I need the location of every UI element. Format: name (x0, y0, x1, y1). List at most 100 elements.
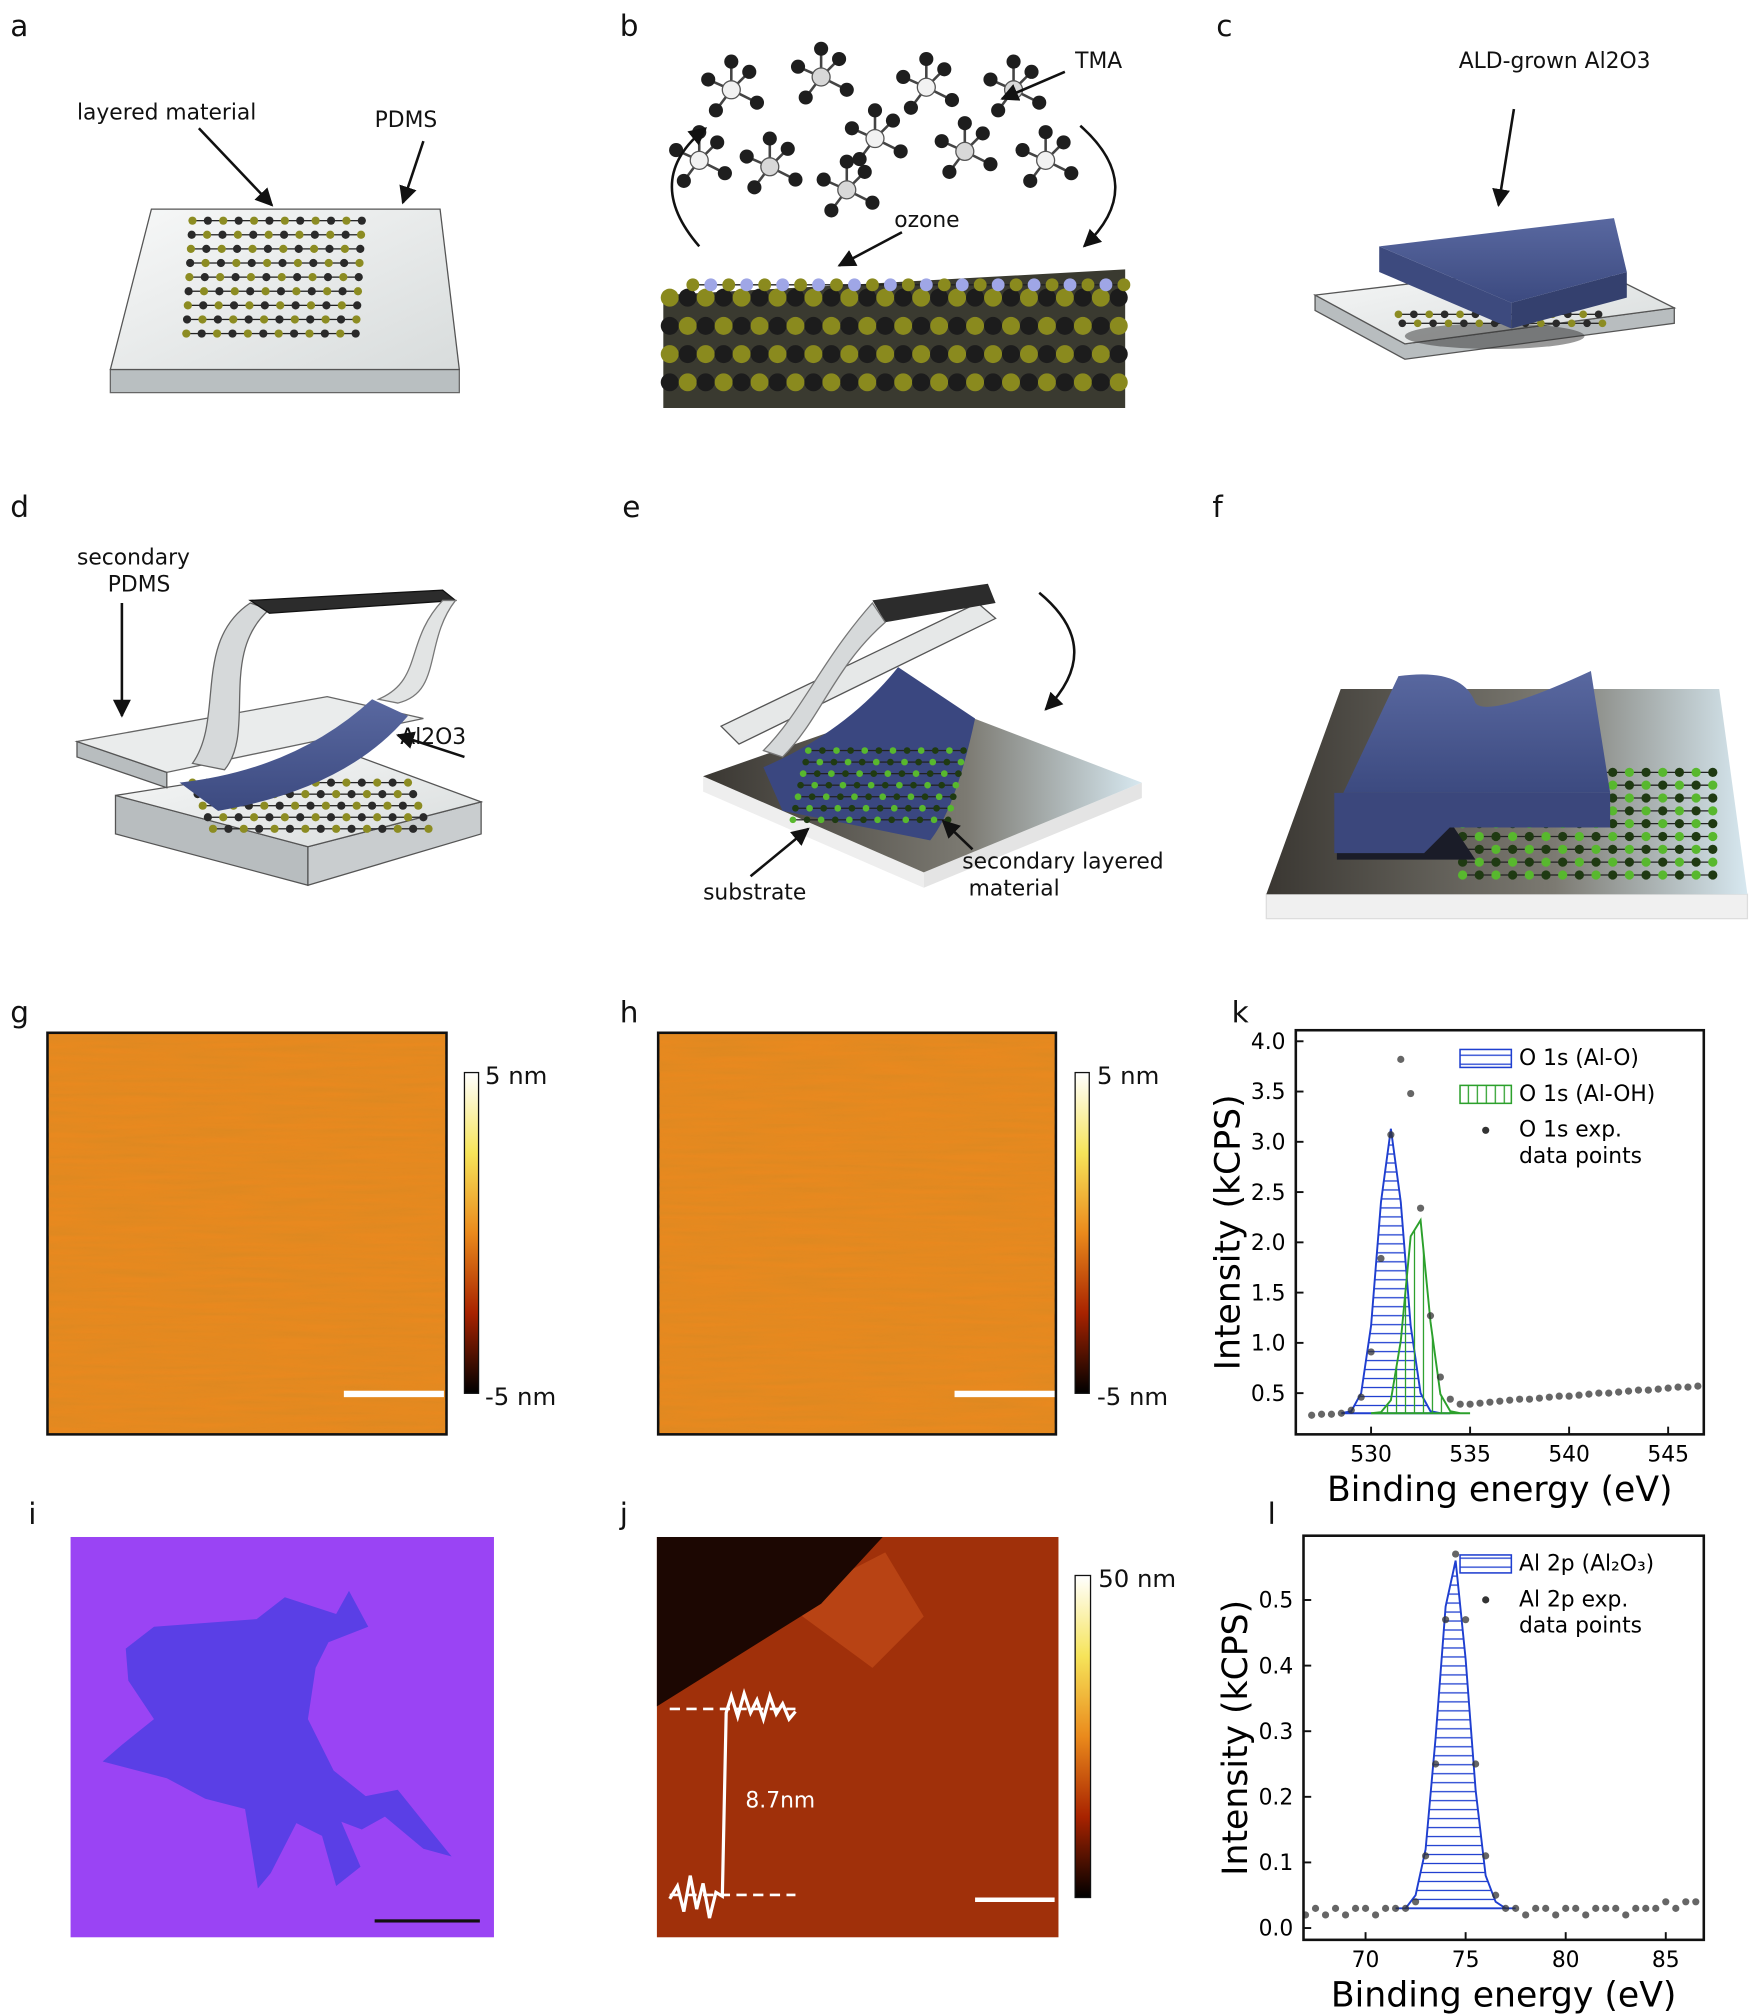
atom (278, 258, 287, 268)
atom (722, 278, 736, 292)
atom (243, 329, 252, 338)
atom (708, 103, 723, 118)
atom (957, 758, 965, 766)
atom (804, 345, 823, 364)
y-tick-label: 4.0 (1251, 1030, 1286, 1055)
atom (1658, 780, 1668, 790)
annotation: PDMS (108, 572, 171, 597)
atom (1674, 870, 1685, 880)
atom (768, 316, 787, 335)
atom (248, 244, 257, 254)
atom (1409, 310, 1418, 319)
atom (768, 345, 787, 364)
atom (1591, 844, 1601, 854)
atom (930, 288, 949, 307)
atom (1002, 316, 1020, 335)
data-point (1674, 1383, 1682, 1391)
atom (187, 230, 196, 239)
atom (966, 345, 985, 364)
atom (1691, 857, 1701, 867)
atom (883, 278, 897, 292)
atom (1624, 793, 1635, 803)
atom (340, 244, 349, 254)
atom (1023, 173, 1038, 188)
atom (293, 273, 302, 282)
atom (902, 816, 910, 824)
panel-a-illustration (109, 127, 461, 394)
chart: 70 75 80 85 0.0 0.1 0.2 0.3 0.4 0.5 Al 2p (Al₂O₃) A… (1216, 1534, 1706, 2014)
annotation: ALD-grown Al2O3 (1459, 49, 1651, 74)
atom (749, 95, 765, 110)
atom (912, 316, 931, 335)
atom (1063, 278, 1077, 292)
atom (1624, 806, 1635, 816)
atom (1541, 844, 1551, 854)
atom (1109, 316, 1128, 335)
atom (839, 781, 847, 789)
atom (215, 287, 224, 296)
atom (1641, 780, 1651, 790)
atom (948, 316, 967, 335)
atom (952, 781, 960, 789)
atom (1691, 831, 1701, 842)
atom (409, 790, 418, 799)
atom (714, 288, 733, 307)
x-axis-label: Binding energy (eV) (1331, 1976, 1677, 2014)
atom (219, 813, 228, 822)
atom (1457, 857, 1468, 867)
atom (1491, 844, 1501, 854)
atom (184, 287, 193, 296)
panel-label: h (620, 996, 639, 1030)
atom (295, 230, 304, 239)
data-point (1452, 1550, 1460, 1558)
atom (1641, 831, 1651, 842)
atom (200, 273, 209, 282)
data-point (1407, 1089, 1415, 1098)
atom (806, 804, 813, 812)
atom (1691, 870, 1701, 880)
atom (1574, 870, 1584, 880)
atom (339, 273, 348, 282)
colorbar-label: -5 nm (485, 1382, 556, 1411)
atom (306, 315, 315, 324)
atom (1674, 857, 1685, 867)
atom (1574, 844, 1584, 854)
atom (834, 804, 842, 812)
atom (916, 816, 924, 824)
atom (894, 288, 913, 307)
atom (1491, 857, 1501, 867)
atom (321, 315, 330, 324)
atom (1624, 857, 1635, 867)
atom (259, 329, 268, 338)
data-point (1308, 1411, 1316, 1419)
atom (893, 144, 908, 159)
atom (1524, 857, 1534, 867)
atom (264, 230, 273, 239)
atom (1574, 831, 1584, 842)
atom (822, 316, 841, 335)
atom (984, 345, 1003, 364)
atom (296, 216, 305, 225)
atom (279, 244, 288, 254)
atom (323, 273, 333, 282)
atom (814, 41, 829, 56)
atom (199, 287, 209, 296)
panel-d-illustration (74, 589, 484, 887)
atom (912, 770, 920, 777)
data-point (1694, 1382, 1702, 1390)
atom (896, 781, 903, 789)
atom (1024, 64, 1039, 79)
atom (219, 216, 228, 225)
atom (1009, 278, 1023, 292)
atom (816, 758, 824, 766)
atom (1691, 806, 1701, 816)
data-point (1615, 1388, 1623, 1396)
atom (820, 804, 828, 812)
atom (724, 54, 739, 69)
atom (202, 230, 212, 239)
y-tick-label: 0.3 (1259, 1720, 1294, 1745)
atom (930, 345, 949, 364)
atom (332, 790, 341, 799)
atom (714, 345, 733, 364)
atom (750, 316, 769, 335)
